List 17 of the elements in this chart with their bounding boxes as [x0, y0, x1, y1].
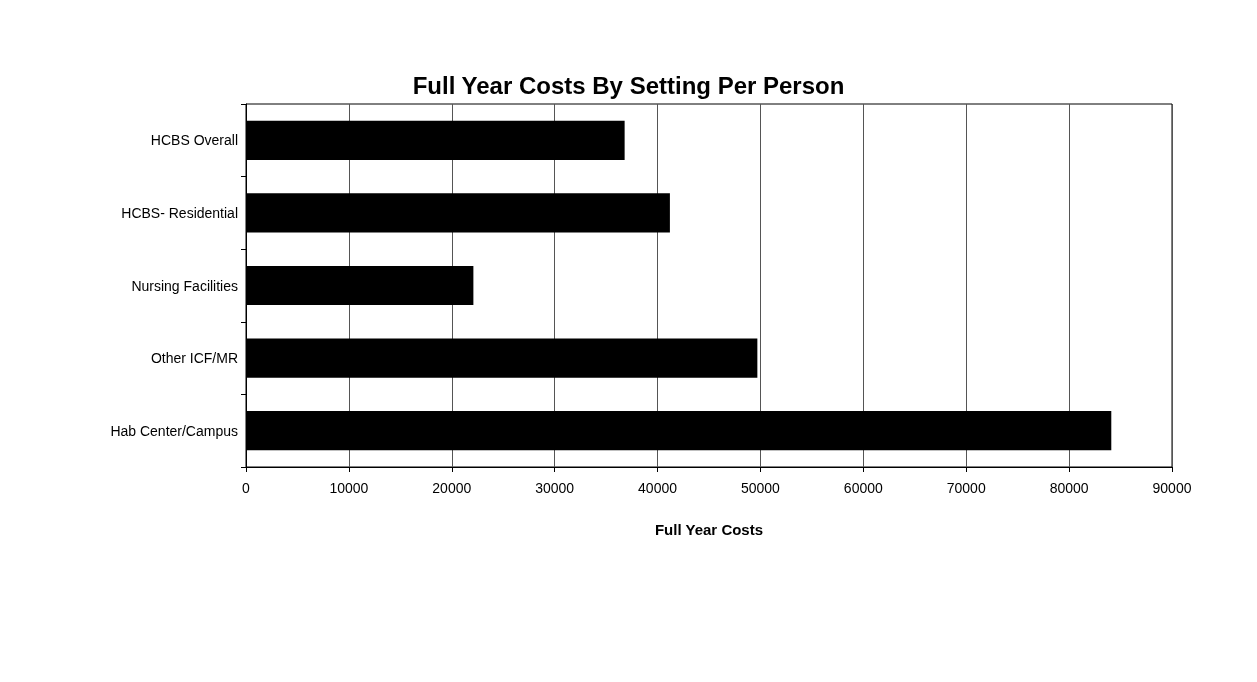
x-tick-label: 20000	[432, 480, 472, 496]
chart-title: Full Year Costs By Setting Per Person	[412, 71, 845, 99]
x-tick-label: 50000	[740, 480, 781, 496]
x-tick-label: 60000	[843, 480, 884, 496]
x-tick-label: 80000	[1049, 480, 1089, 496]
y-tick-label: HCBS Overall	[150, 132, 238, 149]
x-tick-label: 70000	[946, 480, 986, 496]
y-tick-label: Hab Center/Campus	[110, 422, 238, 439]
y-tick-label: HCBS- Residential	[121, 204, 238, 221]
x-tick-label: 10000	[329, 480, 369, 496]
x-tick-label: 30000	[535, 480, 575, 496]
x-axis-title: Full Year Costs	[654, 521, 764, 538]
x-tick-label: 90000	[1152, 480, 1192, 496]
x-tick-label: 0	[242, 480, 251, 496]
y-tick-label: Nursing Facilities	[131, 277, 238, 294]
y-tick-label: Other ICF/MR	[150, 350, 238, 367]
x-tick-label: 40000	[638, 480, 678, 496]
